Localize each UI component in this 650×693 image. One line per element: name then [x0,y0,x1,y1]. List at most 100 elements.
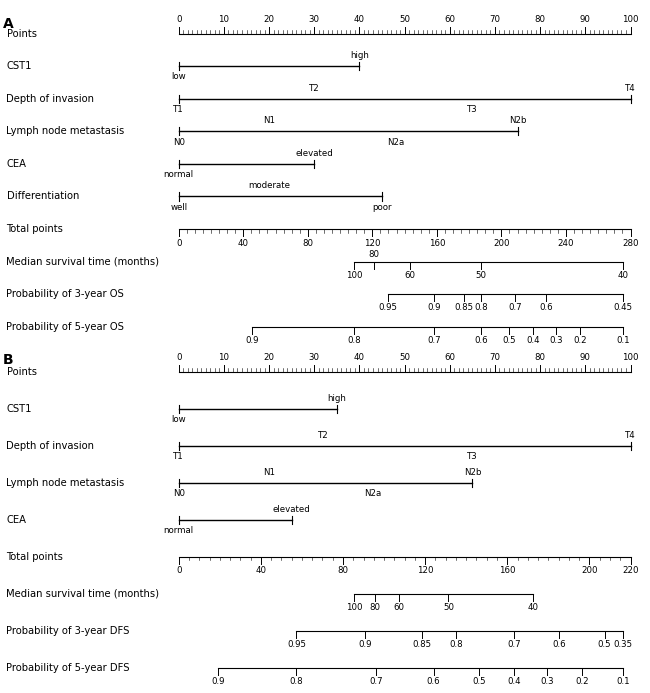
Text: 0.4: 0.4 [526,336,539,344]
Text: 90: 90 [580,15,591,24]
Text: 0.7: 0.7 [428,336,441,344]
Text: 0: 0 [176,15,181,24]
Text: 0.7: 0.7 [508,640,521,649]
Text: 160: 160 [499,566,515,575]
Text: Lymph node metastasis: Lymph node metastasis [6,477,125,488]
Text: Total points: Total points [6,552,64,562]
Text: 40: 40 [354,15,365,24]
Text: poor: poor [372,203,392,211]
Text: N2a: N2a [387,138,404,146]
Text: Total points: Total points [6,224,64,234]
Text: elevated: elevated [295,149,333,158]
Text: 60: 60 [394,603,404,612]
Text: 0.1: 0.1 [616,336,629,344]
Text: 200: 200 [493,238,510,247]
Text: high: high [350,51,369,60]
Text: 0.8: 0.8 [450,640,463,649]
Text: Points: Points [6,28,36,39]
Text: 50: 50 [399,15,410,24]
Text: 0.95: 0.95 [378,304,398,312]
Text: 220: 220 [622,566,639,575]
Text: 0.5: 0.5 [502,336,515,344]
Text: T4: T4 [625,430,636,439]
Text: B: B [3,353,14,367]
Text: N2b: N2b [509,116,527,125]
Text: high: high [328,394,346,403]
Text: low: low [172,415,186,424]
Text: 100: 100 [346,603,363,612]
Text: 0.4: 0.4 [508,676,521,685]
Text: 60: 60 [445,353,455,362]
Text: 120: 120 [364,238,381,247]
Text: T2: T2 [318,430,329,439]
Text: 0.95: 0.95 [287,640,306,649]
Text: CST1: CST1 [6,404,32,414]
Text: 0.8: 0.8 [348,336,361,344]
Text: 90: 90 [580,353,591,362]
Text: 0.5: 0.5 [598,640,611,649]
Text: 60: 60 [445,15,455,24]
Text: N0: N0 [173,489,185,498]
Text: 160: 160 [428,238,445,247]
Text: well: well [170,203,187,211]
Text: 80: 80 [370,603,380,612]
Text: Differentiation: Differentiation [6,191,79,202]
Text: 0.35: 0.35 [613,640,632,649]
Text: 0: 0 [176,353,181,362]
Text: Probability of 3-year DFS: Probability of 3-year DFS [6,626,130,635]
Text: 80: 80 [369,250,379,258]
Text: 0.2: 0.2 [574,336,587,344]
Text: T1: T1 [174,105,184,114]
Text: 0.5: 0.5 [473,676,486,685]
Text: 100: 100 [622,353,639,362]
Text: 70: 70 [489,15,500,24]
Text: 60: 60 [404,270,415,279]
Text: 0.1: 0.1 [616,676,629,685]
Text: Probability of 3-year OS: Probability of 3-year OS [6,289,124,299]
Text: Median survival time (months): Median survival time (months) [6,256,159,267]
Text: 0.7: 0.7 [370,676,383,685]
Text: Probability of 5-year DFS: Probability of 5-year DFS [6,663,130,673]
Text: 120: 120 [417,566,434,575]
Text: 40: 40 [238,238,249,247]
Text: 0.85: 0.85 [454,304,474,312]
Text: CEA: CEA [6,515,27,525]
Text: T4: T4 [625,84,636,93]
Text: N2b: N2b [463,468,481,477]
Text: 80: 80 [535,15,545,24]
Text: CEA: CEA [6,159,27,169]
Text: 70: 70 [489,353,500,362]
Text: 0.3: 0.3 [541,676,554,685]
Text: Points: Points [6,367,36,377]
Text: N1: N1 [263,468,275,477]
Text: 0.9: 0.9 [246,336,259,344]
Text: 0: 0 [176,238,181,247]
Text: T1: T1 [174,452,184,461]
Text: 0.9: 0.9 [358,640,371,649]
Text: N2a: N2a [365,489,382,498]
Text: T2: T2 [309,84,320,93]
Text: 100: 100 [346,270,363,279]
Text: normal: normal [164,526,194,535]
Text: T3: T3 [467,105,478,114]
Text: 20: 20 [264,353,274,362]
Text: low: low [172,73,186,81]
Text: 240: 240 [558,238,574,247]
Text: moderate: moderate [248,182,290,191]
Text: Probability of 5-year OS: Probability of 5-year OS [6,322,124,332]
Text: 20: 20 [264,15,274,24]
Text: Median survival time (months): Median survival time (months) [6,588,159,599]
Text: 0.9: 0.9 [212,676,225,685]
Text: 200: 200 [581,566,598,575]
Text: 30: 30 [309,15,320,24]
Text: 40: 40 [354,353,365,362]
Text: N1: N1 [263,116,275,125]
Text: 40: 40 [255,566,266,575]
Text: 40: 40 [618,270,628,279]
Text: 0.3: 0.3 [550,336,563,344]
Text: elevated: elevated [273,505,311,514]
Text: 0.7: 0.7 [509,304,522,312]
Text: 0.6: 0.6 [540,304,552,312]
Text: 10: 10 [218,15,229,24]
Text: 50: 50 [476,270,486,279]
